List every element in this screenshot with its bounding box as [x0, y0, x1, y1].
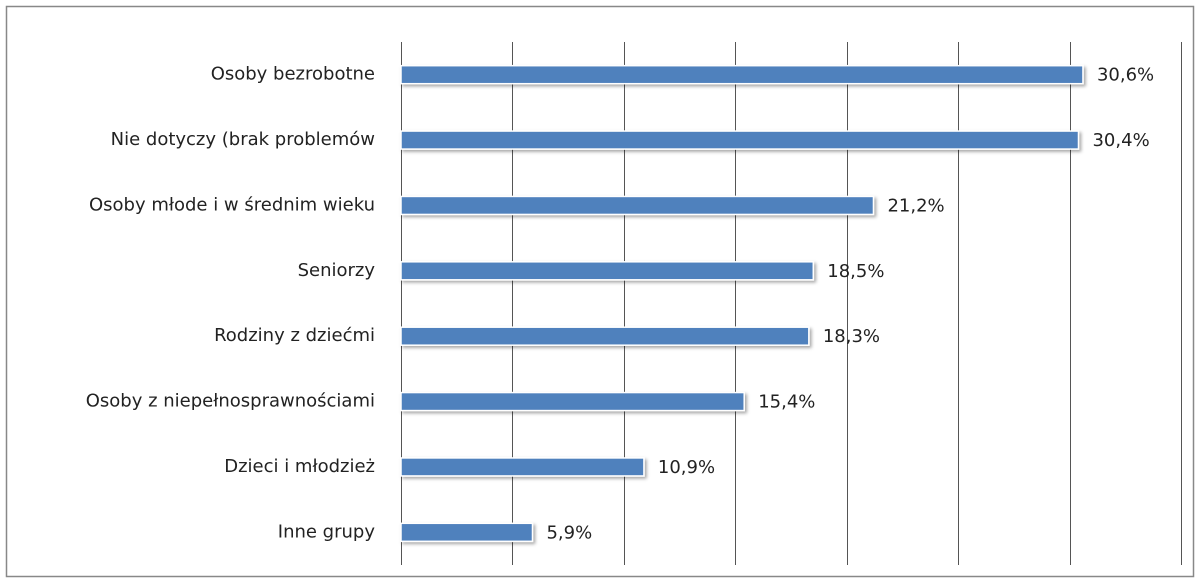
- y-tick-label: Osoby z niepełnosprawnościami: [86, 391, 375, 412]
- chart-frame: [5, 5, 1195, 578]
- value-label: 30,4%: [1092, 130, 1149, 151]
- value-label: 18,3%: [823, 326, 880, 347]
- bar: [400, 261, 815, 281]
- value-label: 21,2%: [887, 195, 944, 216]
- bar: [400, 195, 875, 216]
- value-label: 5,9%: [546, 522, 592, 543]
- value-label: 18,5%: [827, 261, 884, 282]
- y-tick-label: Osoby bezrobotne: [211, 64, 375, 85]
- value-label: 10,9%: [658, 457, 715, 478]
- value-label: 30,6%: [1097, 65, 1154, 86]
- bar: [400, 130, 1080, 150]
- y-tick-label: Rodziny z dziećmi: [214, 325, 375, 346]
- bar: [400, 457, 645, 477]
- y-tick-label: Osoby młode i w średnim wieku: [89, 194, 375, 215]
- bar: [400, 64, 1084, 85]
- bar: [400, 522, 534, 543]
- value-label: 15,4%: [758, 392, 815, 413]
- y-tick-label: Seniorzy: [298, 260, 376, 281]
- y-tick-label: Nie dotyczy (brak problemów: [111, 129, 375, 150]
- y-tick-label: Inne grupy: [278, 521, 376, 542]
- bar: [400, 391, 745, 412]
- y-tick-label: Dzieci i młodzież: [224, 456, 375, 477]
- bar: [400, 326, 810, 346]
